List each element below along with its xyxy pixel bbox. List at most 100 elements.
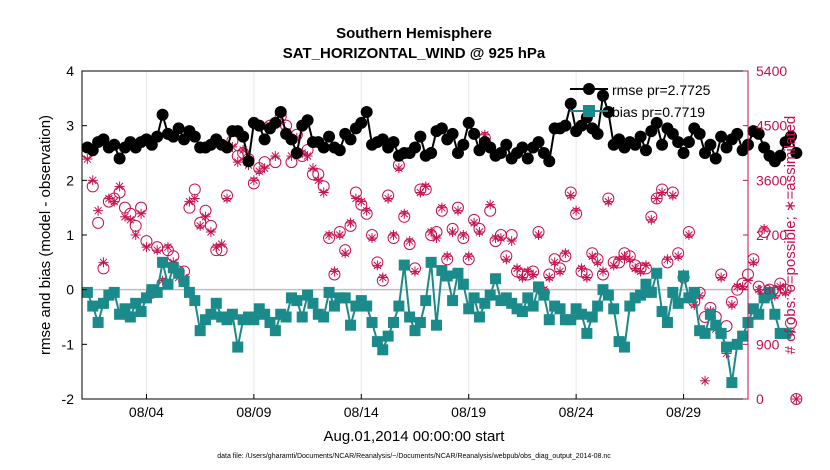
bias-marker bbox=[130, 297, 142, 309]
bias-marker bbox=[361, 300, 373, 312]
rmse-marker bbox=[435, 122, 448, 135]
assimilated-marker bbox=[125, 214, 136, 225]
data-file-footnote: data file: /Users/gharamti/Documents/NCA… bbox=[217, 453, 611, 460]
assimilated-marker bbox=[307, 163, 318, 174]
left-tick-label: 4 bbox=[66, 63, 74, 79]
rmse-marker bbox=[650, 116, 663, 129]
assimilated-marker bbox=[334, 230, 345, 240]
bias-marker bbox=[538, 289, 550, 301]
rmse-marker bbox=[634, 130, 647, 143]
bias-marker bbox=[269, 325, 281, 337]
assimilated-marker bbox=[646, 214, 657, 225]
rmse-marker bbox=[672, 136, 685, 149]
assimilated-marker bbox=[485, 199, 496, 210]
bias-marker bbox=[726, 377, 738, 389]
assimilated-marker bbox=[442, 251, 453, 262]
rmse-marker bbox=[344, 133, 357, 146]
assimilated-marker bbox=[200, 211, 211, 222]
assimilated-marker bbox=[474, 226, 485, 237]
assimilated-marker bbox=[211, 242, 222, 253]
bias-marker bbox=[704, 308, 716, 320]
bias-marker bbox=[189, 295, 201, 307]
bias-marker bbox=[737, 330, 749, 342]
assimilated-marker bbox=[109, 196, 120, 207]
bias-marker bbox=[87, 300, 99, 312]
assimilated-marker bbox=[619, 251, 630, 262]
bias-marker bbox=[479, 297, 491, 309]
bias-marker bbox=[731, 338, 743, 350]
legend-bias-marker bbox=[583, 105, 595, 117]
assimilated-marker bbox=[87, 175, 98, 186]
bias-marker bbox=[296, 311, 308, 323]
bias-marker bbox=[447, 295, 459, 307]
x-tick-label: 08/14 bbox=[344, 404, 379, 420]
assimilated-marker bbox=[216, 239, 227, 250]
bias-marker bbox=[484, 289, 496, 301]
chart-title-line1: Southern Hemisphere bbox=[336, 25, 492, 42]
assimilated-marker bbox=[780, 287, 791, 298]
bias-marker bbox=[140, 292, 152, 304]
bias-marker bbox=[473, 311, 485, 323]
x-axis: 08/04 08/09 08/14 08/19 08/24 08/29 bbox=[129, 394, 701, 420]
assimilated-marker bbox=[82, 154, 93, 165]
legend: rmse pr=2.7725 bias pr=0.7719 bbox=[570, 82, 711, 120]
right-tick-label: 1800 bbox=[756, 282, 787, 298]
rmse-marker bbox=[682, 136, 695, 149]
assimilated-marker bbox=[791, 394, 802, 404]
bias-marker bbox=[635, 289, 647, 301]
bias-marker bbox=[645, 286, 657, 298]
assimilated-marker bbox=[581, 272, 592, 283]
x-tick-label: 08/09 bbox=[236, 404, 271, 420]
x-tick-label: 08/29 bbox=[666, 404, 701, 420]
rmse-marker bbox=[457, 138, 470, 151]
bias-marker bbox=[307, 297, 319, 309]
assimilated-marker bbox=[753, 284, 764, 295]
assimilated-marker bbox=[640, 260, 651, 271]
bias-marker bbox=[302, 289, 314, 301]
rmse-marker bbox=[693, 127, 706, 140]
bias-marker bbox=[388, 316, 400, 328]
assimilated-marker bbox=[469, 217, 480, 228]
rmse-marker bbox=[387, 136, 400, 149]
rmse-marker bbox=[752, 127, 765, 140]
left-tick-label: 0 bbox=[66, 282, 74, 298]
bias-marker bbox=[291, 295, 303, 307]
rmse-marker bbox=[532, 136, 545, 149]
assimilated-marker bbox=[528, 269, 539, 280]
assimilated-marker bbox=[189, 193, 200, 204]
bias-marker bbox=[162, 278, 174, 290]
bias-marker bbox=[608, 303, 620, 315]
bias-marker bbox=[710, 319, 722, 331]
assimilated-marker bbox=[560, 248, 571, 259]
bias-marker bbox=[522, 292, 534, 304]
series-bias bbox=[81, 256, 792, 389]
assimilated-marker bbox=[232, 157, 243, 168]
rmse-marker bbox=[704, 138, 717, 151]
rmse-marker bbox=[360, 106, 373, 118]
bias-marker bbox=[205, 308, 217, 320]
x-axis-label: Aug.01,2014 00:00:00 start bbox=[324, 428, 506, 445]
assimilated-marker bbox=[361, 205, 372, 216]
assimilated-marker bbox=[98, 257, 109, 268]
assimilated-marker bbox=[726, 299, 737, 310]
assimilated-marker bbox=[345, 217, 356, 228]
rmse-marker bbox=[790, 147, 803, 159]
bias-marker bbox=[640, 278, 652, 290]
assimilated-marker bbox=[447, 226, 458, 237]
bias-marker bbox=[124, 311, 136, 323]
right-axis-label: # of obs: o=possible; ∗=assimilated bbox=[782, 116, 799, 355]
rmse-marker bbox=[414, 130, 427, 143]
assimilated-marker bbox=[114, 181, 125, 192]
rmse-marker bbox=[409, 141, 421, 154]
assimilated-marker bbox=[522, 266, 533, 277]
bias-marker bbox=[678, 270, 690, 282]
bias-marker bbox=[721, 341, 733, 353]
rmse-marker bbox=[709, 152, 722, 165]
assimilated-marker bbox=[254, 166, 265, 177]
right-tick-label: 0 bbox=[756, 391, 764, 407]
rmse-marker bbox=[784, 130, 797, 143]
rmse-marker bbox=[108, 138, 121, 151]
rmse-marker bbox=[516, 141, 529, 154]
bias-marker bbox=[377, 344, 389, 356]
left-tick-label: -1 bbox=[62, 336, 75, 352]
